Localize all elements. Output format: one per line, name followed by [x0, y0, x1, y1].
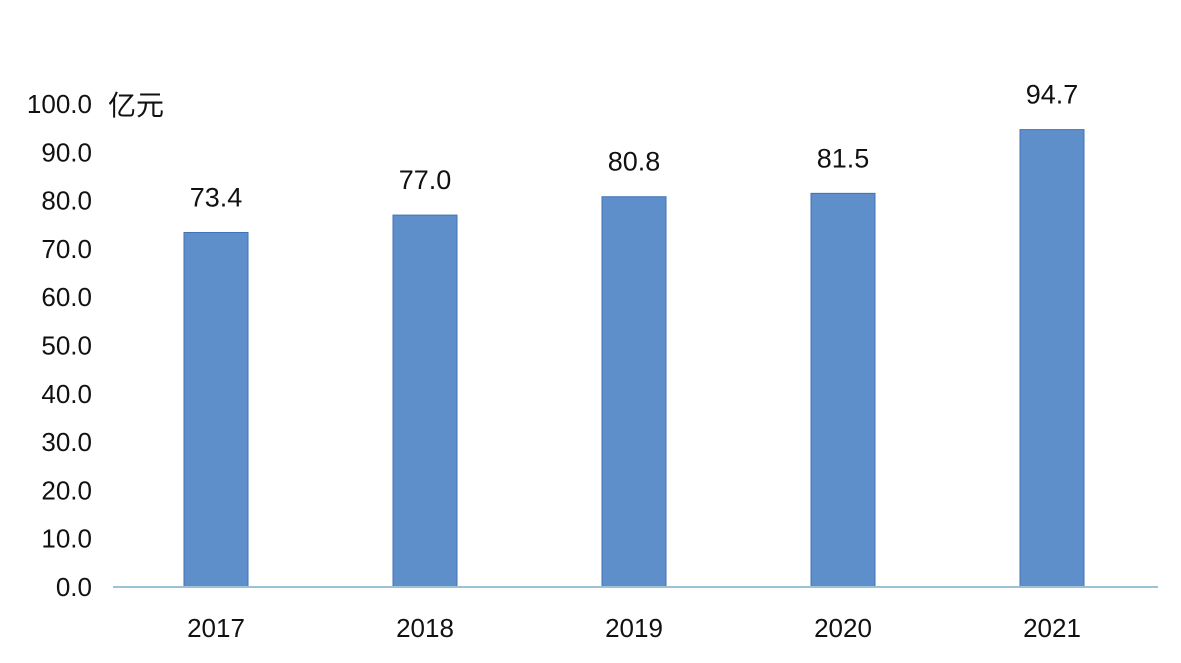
- y-tick-label: 50.0: [41, 331, 92, 361]
- y-tick-label: 40.0: [41, 379, 92, 409]
- y-tick-label: 70.0: [41, 234, 92, 264]
- bar: [601, 196, 667, 588]
- bar: [810, 192, 876, 588]
- y-tick-label: 30.0: [41, 427, 92, 457]
- data-label: 73.4: [190, 182, 243, 212]
- x-axis-labels: 2017 2018 2019 2020 2021: [187, 613, 1081, 643]
- x-tick-label: 2020: [814, 613, 872, 643]
- data-label: 77.0: [399, 165, 452, 195]
- x-tick-label: 2019: [605, 613, 663, 643]
- bar: [1019, 129, 1085, 588]
- y-tick-label: 0.0: [56, 572, 92, 602]
- y-tick-label: 10.0: [41, 524, 92, 554]
- y-tick-label: 20.0: [41, 475, 92, 505]
- y-tick-label: 80.0: [41, 186, 92, 216]
- data-label: 80.8: [608, 147, 661, 177]
- y-tick-label: 60.0: [41, 282, 92, 312]
- data-label: 94.7: [1026, 80, 1079, 110]
- x-tick-label: 2017: [187, 613, 245, 643]
- bar: [392, 214, 458, 588]
- y-tick-label: 90.0: [41, 137, 92, 167]
- data-labels: 73.4 77.0 80.8 81.5 94.7: [190, 80, 1079, 213]
- y-axis-ticks: 0.0 10.0 20.0 30.0 40.0 50.0 60.0 70.0 80.0 90.0 1…: [27, 89, 92, 602]
- bars: [183, 129, 1085, 588]
- y-axis-unit-label: 亿元: [108, 89, 164, 122]
- x-tick-label: 2021: [1023, 613, 1081, 643]
- x-tick-label: 2018: [396, 613, 454, 643]
- y-tick-label: 100.0: [27, 89, 92, 119]
- bar: [183, 231, 249, 588]
- data-label: 81.5: [817, 143, 870, 173]
